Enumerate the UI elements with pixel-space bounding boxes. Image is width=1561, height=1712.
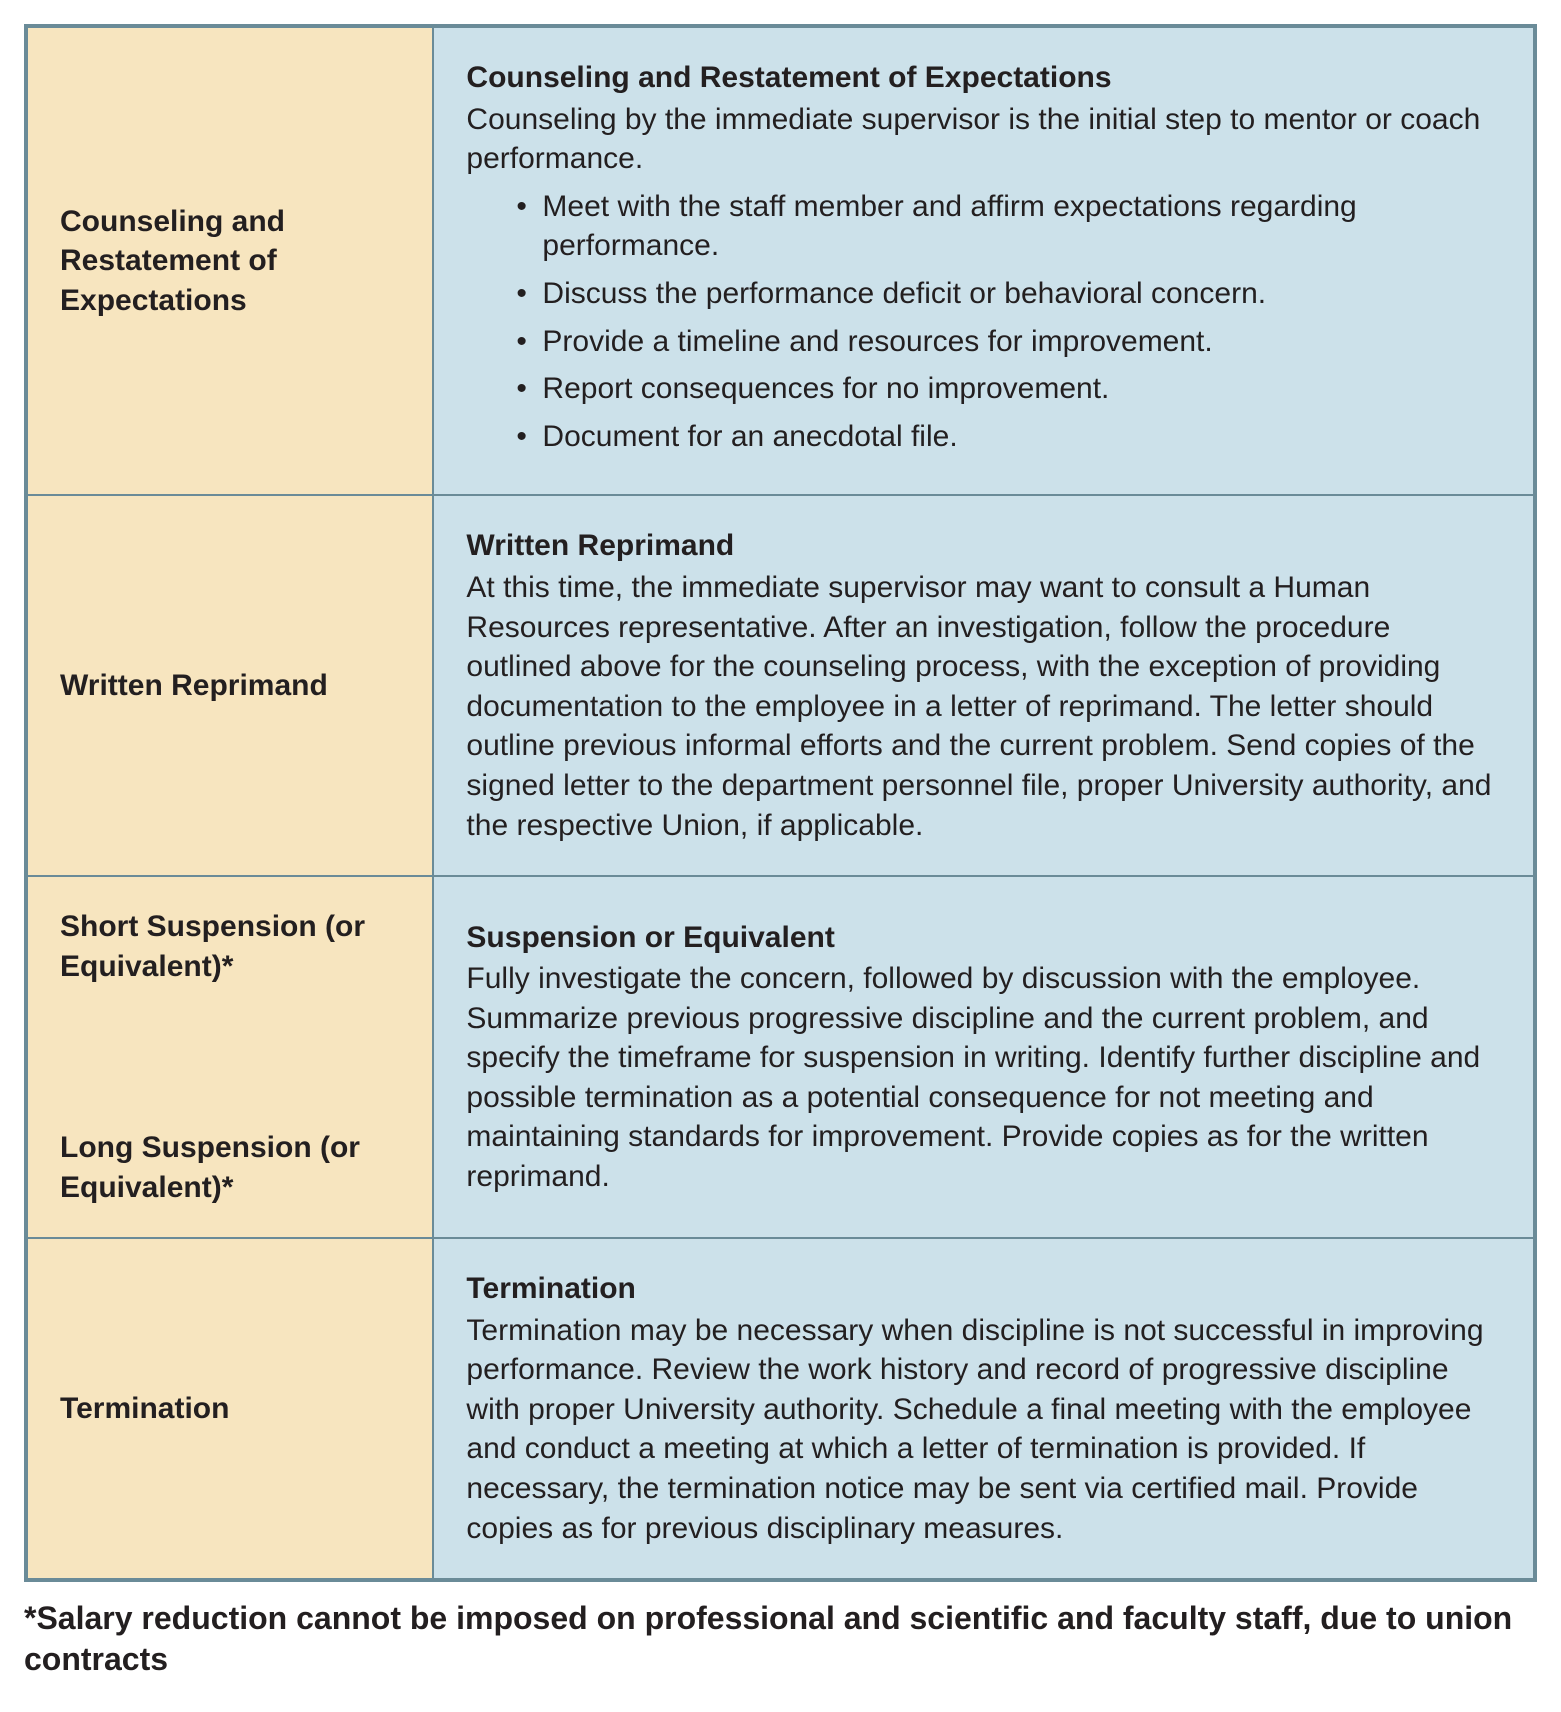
discipline-process-table: Counseling and Restatement of Expectatio… xyxy=(24,24,1537,1582)
content-paragraph: Fully investigate the concern, followed … xyxy=(466,959,1501,1197)
row-label-cell: Written Reprimand xyxy=(26,495,433,876)
row-label: Termination xyxy=(60,1389,400,1429)
content-heading: Termination xyxy=(466,1269,1501,1309)
row-content-cell: Suspension or Equivalent Fully investiga… xyxy=(433,876,1535,1238)
bullet-item: Document for an anecdotal file. xyxy=(522,417,1501,457)
row-label: Written Reprimand xyxy=(60,666,400,706)
content-paragraph: Termination may be necessary when discip… xyxy=(466,1311,1501,1549)
content-heading: Counseling and Restatement of Expectatio… xyxy=(466,58,1501,98)
footnote: *Salary reduction cannot be imposed on p… xyxy=(24,1598,1537,1680)
row-label: Counseling and Restatement of Expectatio… xyxy=(60,202,400,321)
bullet-item: Meet with the staff member and affirm ex… xyxy=(522,187,1501,266)
bullet-item: Report consequences for no improvement. xyxy=(522,369,1501,409)
bullet-item: Discuss the performance deficit or behav… xyxy=(522,274,1501,314)
content-paragraph: Counseling by the immediate supervisor i… xyxy=(466,100,1501,179)
bullet-item: Provide a timeline and resources for imp… xyxy=(522,322,1501,362)
table-row: Short Suspension (or Equivalent)* Long S… xyxy=(26,876,1535,1238)
table-row: Termination Termination Termination may … xyxy=(26,1238,1535,1580)
row-label-cell: Termination xyxy=(26,1238,433,1580)
row-content-cell: Counseling and Restatement of Expectatio… xyxy=(433,26,1535,495)
row-label-cell: Short Suspension (or Equivalent)* Long S… xyxy=(26,876,433,1238)
row-content-cell: Termination Termination may be necessary… xyxy=(433,1238,1535,1580)
content-heading: Written Reprimand xyxy=(466,526,1501,566)
row-label: Short Suspension (or Equivalent)* xyxy=(60,907,400,986)
content-paragraph: At this time, the immediate supervisor m… xyxy=(466,568,1501,845)
row-label: Long Suspension (or Equivalent)* xyxy=(60,1128,400,1207)
table-row: Counseling and Restatement of Expectatio… xyxy=(26,26,1535,495)
content-bullets: Meet with the staff member and affirm ex… xyxy=(466,187,1501,457)
row-label-cell: Counseling and Restatement of Expectatio… xyxy=(26,26,433,495)
table-row: Written Reprimand Written Reprimand At t… xyxy=(26,495,1535,876)
row-content-cell: Written Reprimand At this time, the imme… xyxy=(433,495,1535,876)
content-heading: Suspension or Equivalent xyxy=(466,918,1501,958)
